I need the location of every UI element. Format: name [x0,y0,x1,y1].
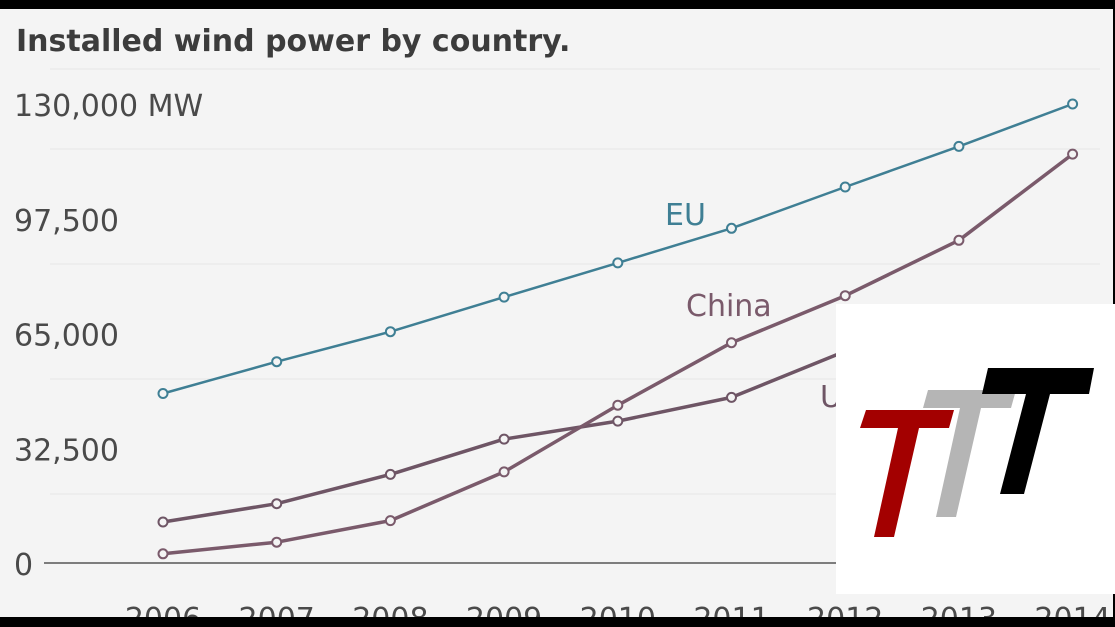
data-point-china [726,337,737,349]
x-axis: 2006 2007 2008 2009 2010 2011 2012 2013 … [125,602,1111,617]
series-label-china: China [686,289,772,324]
logo-red-t-icon [860,410,954,537]
data-point-eu [1067,98,1079,110]
data-point-eu [384,326,396,338]
logo-gray-t-icon [923,390,1016,517]
data-point-u [384,468,396,480]
x-tick-label: 2014 [1034,602,1110,617]
y-tick-label: 0 [14,548,33,583]
logo-black-t-icon [982,368,1094,494]
data-point-china [953,234,965,246]
x-tick-label: 2011 [693,602,769,617]
logo-overlay [836,304,1115,594]
data-point-china [612,399,624,411]
data-point-china [271,536,283,548]
series-label-eu: EU [665,198,706,233]
data-point-eu [498,291,510,303]
y-tick-label: 130,000 MW [14,89,203,124]
x-tick-label: 2009 [466,602,542,617]
y-tick-label: 65,000 [14,319,119,354]
data-point-eu [271,356,283,368]
data-point-china [1067,148,1079,160]
data-point-china [157,548,169,560]
data-point-eu [953,140,965,152]
y-tick-label: 97,500 [14,204,119,239]
x-tick-label: 2007 [239,602,315,617]
x-tick-label: 2008 [352,602,428,617]
data-point-u [271,498,283,510]
data-point-u [726,391,737,403]
data-point-china [498,466,510,478]
x-tick-label: 2013 [921,602,997,617]
data-point-u [157,516,169,528]
chart: Installed wind power by country. 0 32,50… [14,24,1111,617]
data-point-eu [726,222,737,234]
data-point-eu [157,388,169,399]
x-tick-label: 2006 [125,602,201,617]
x-tick-label: 2010 [580,602,656,617]
y-tick-label: 32,500 [14,433,119,468]
ttt-logo-icon [860,368,1094,537]
data-point-eu [839,181,851,193]
data-point-u [498,433,510,445]
data-point-u [612,415,624,427]
data-point-china [839,290,851,302]
data-point-china [384,515,396,527]
data-point-eu [612,257,624,269]
y-axis: 0 32,500 65,000 97,500 130,000 MW [14,89,203,583]
chart-title: Installed wind power by country. [16,24,570,59]
background-grid [50,68,1100,495]
x-tick-label: 2012 [807,602,883,617]
